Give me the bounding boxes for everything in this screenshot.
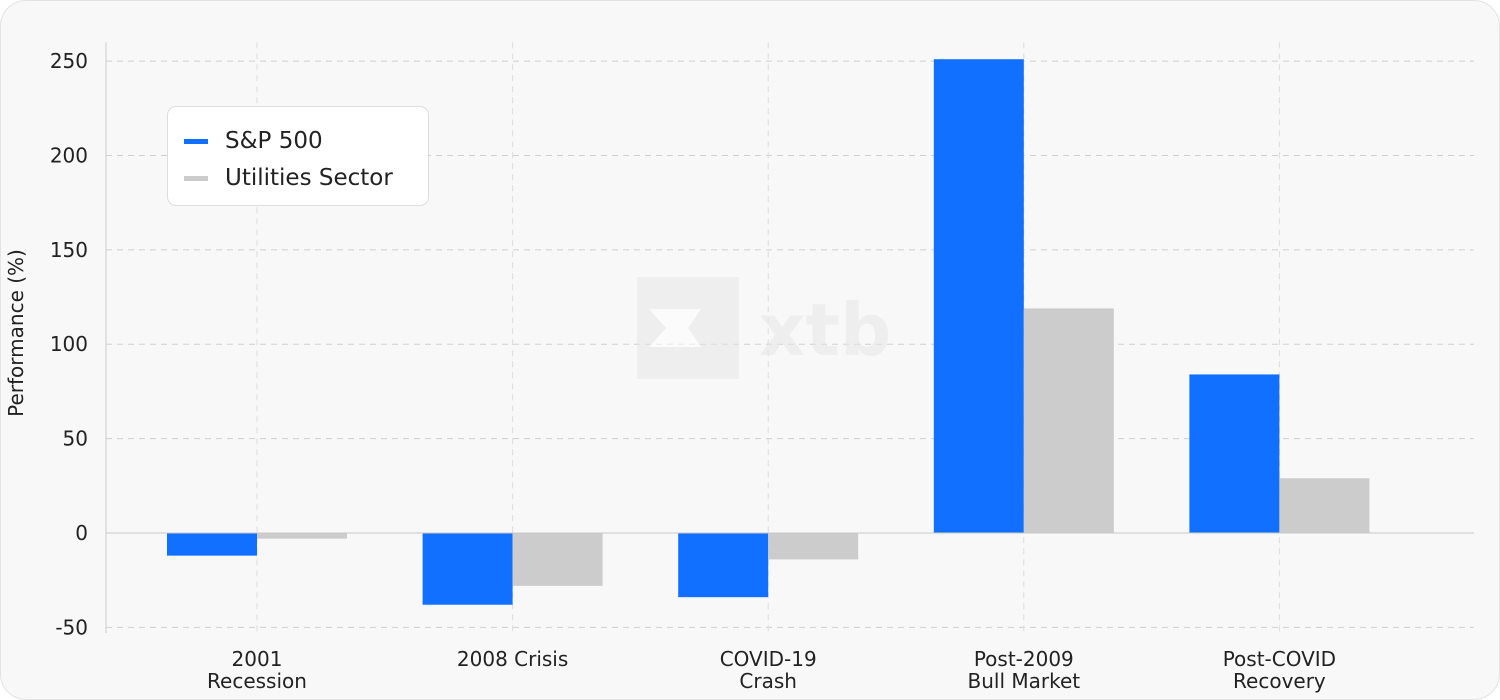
x-tick-label: Post-2009 Bull Market bbox=[967, 647, 1080, 693]
legend-label-sp500: S&P 500 bbox=[225, 128, 323, 154]
y-tick-label: 0 bbox=[75, 521, 88, 545]
y-tick-label: 100 bbox=[50, 332, 88, 356]
x-tick-label-line: Recession bbox=[207, 669, 307, 693]
x-tick-label: COVID-19 Crash bbox=[720, 647, 817, 693]
x-tick-label-line: Crash bbox=[739, 669, 797, 693]
y-tick-label: 50 bbox=[63, 427, 88, 451]
legend-swatch-utilities bbox=[184, 175, 208, 181]
x-tick-label-line: Post-2009 bbox=[974, 647, 1074, 671]
x-tick-label-line: Bull Market bbox=[967, 669, 1080, 693]
legend-label-utilities: Utilities Sector bbox=[225, 165, 393, 191]
bar-utilities-3 bbox=[1023, 308, 1114, 533]
x-tick-label-line: 2008 Crisis bbox=[457, 647, 568, 671]
bars bbox=[167, 59, 1370, 605]
bar-sp500-1 bbox=[422, 533, 513, 605]
x-tick-label: Post-COVID Recovery bbox=[1223, 647, 1336, 693]
bar-utilities-1 bbox=[512, 533, 603, 586]
bar-sp500-2 bbox=[678, 533, 769, 598]
bar-utilities-0 bbox=[257, 533, 347, 539]
bar-utilities-2 bbox=[768, 533, 859, 560]
watermark-logo-mark bbox=[649, 309, 701, 347]
watermark-text: xtb bbox=[759, 288, 891, 372]
x-tick-label-line: 2001 bbox=[232, 647, 283, 671]
xtb-watermark: xtb bbox=[637, 277, 891, 379]
legend-item-utilities: Utilities Sector bbox=[184, 164, 393, 192]
y-tick-label: 250 bbox=[50, 49, 88, 73]
x-tick-label-line: Recovery bbox=[1233, 669, 1326, 693]
bar-sp500-0 bbox=[167, 533, 257, 556]
x-tick-label-line: COVID-19 bbox=[720, 647, 817, 671]
y-tick-label: 150 bbox=[50, 238, 88, 262]
x-tick-label-line: Post-COVID bbox=[1223, 647, 1336, 671]
y-tick-label: 200 bbox=[50, 143, 88, 167]
legend: S&P 500 Utilities Sector bbox=[167, 106, 429, 206]
legend-item-sp500: S&P 500 bbox=[184, 127, 323, 155]
y-tick-label: -50 bbox=[55, 615, 88, 639]
y-axis-label: Performance (%) bbox=[4, 249, 28, 417]
x-tick-label: 2008 Crisis bbox=[457, 647, 568, 671]
bar-sp500-4 bbox=[1189, 374, 1280, 533]
bar-sp500-3 bbox=[933, 59, 1024, 533]
bar-utilities-4 bbox=[1279, 478, 1370, 533]
x-tick-label: 2001 Recession bbox=[207, 647, 307, 693]
legend-swatch-sp500 bbox=[184, 138, 208, 144]
axes: -50 0 50 100 150 200 250 2001 Recession 2008 Cris… bbox=[50, 42, 1474, 693]
